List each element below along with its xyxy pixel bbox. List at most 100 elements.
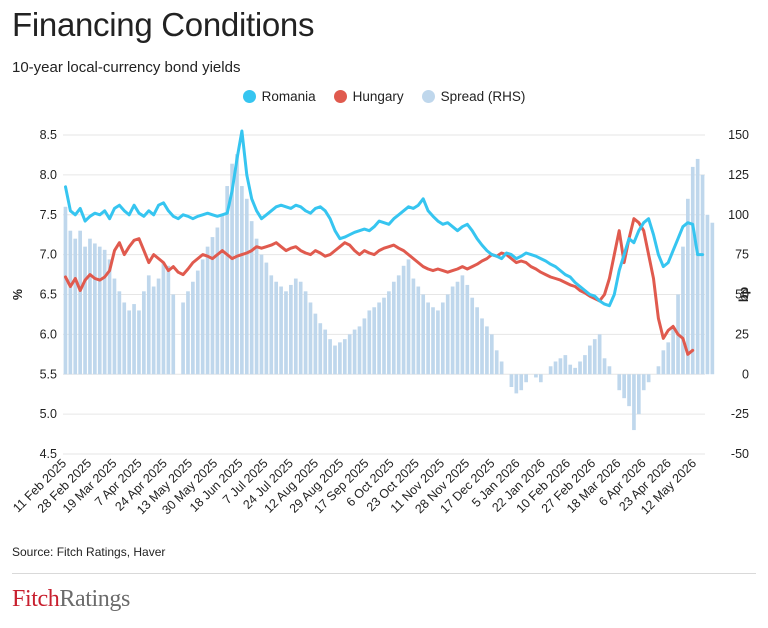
spread-bar — [607, 366, 612, 375]
spread-bar — [509, 374, 514, 388]
spread-bar — [352, 329, 357, 375]
y-tick-label: 6.5 — [40, 288, 57, 302]
spread-bar — [122, 302, 127, 375]
y2-tick-label: -50 — [731, 447, 749, 461]
spread-bar — [494, 350, 499, 375]
legend-item-spread[interactable]: Spread (RHS) — [421, 89, 525, 104]
spread-bar — [102, 249, 107, 375]
spread-bar — [107, 259, 112, 375]
spread-bar — [313, 313, 318, 375]
spread-bar — [485, 326, 489, 375]
y2-tick-label: 25 — [735, 327, 749, 341]
spread-bar — [431, 307, 435, 375]
spread-bar — [391, 281, 396, 375]
spread-bar — [166, 265, 171, 375]
spread-bar — [436, 310, 440, 375]
spread-bar — [563, 355, 568, 375]
chart-svg: 8.5 8.0 7.5 7.0 6.5 6.0 5.5 5.0 4.5 150 125 100 75 50… — [10, 128, 751, 517]
spread-bar — [220, 214, 225, 375]
spread-bar — [475, 307, 479, 375]
spread-bar — [382, 297, 386, 375]
spread-bar — [465, 284, 470, 375]
spread-bar — [661, 350, 666, 375]
spread-bar — [524, 374, 528, 383]
y2-tick-label: 0 — [742, 367, 749, 381]
spread-bar — [700, 174, 705, 375]
fitch-ratings-logo: FitchRatings — [12, 586, 130, 613]
spread-bar — [445, 294, 450, 375]
spread-bar — [568, 364, 573, 375]
spread-bar — [68, 230, 73, 375]
spread-bar — [666, 342, 671, 375]
spread-bar — [186, 291, 190, 375]
spread-bar — [617, 374, 622, 391]
y-axis-label: % — [11, 289, 25, 300]
spread-bar — [195, 270, 200, 375]
chart-title: Financing Conditions — [12, 6, 315, 43]
spread-bar — [289, 284, 293, 375]
legend-item-hungary[interactable]: Hungary — [333, 89, 404, 104]
legend-label-hungary: Hungary — [352, 89, 404, 104]
spread-bar — [646, 374, 651, 383]
spread-bar — [411, 278, 416, 375]
legend-label-romania: Romania — [261, 89, 316, 104]
spread-bar — [387, 291, 391, 375]
spread-bar — [602, 358, 607, 375]
spread-bar — [137, 310, 141, 375]
spread-bar — [83, 246, 87, 375]
footer-divider — [12, 573, 756, 574]
romania-line — [64, 129, 704, 308]
legend-swatch-hungary — [333, 90, 347, 103]
spread-bar — [401, 265, 406, 375]
legend-swatch-spread — [421, 90, 435, 103]
spread-bar — [627, 374, 631, 407]
spread-bar — [514, 374, 519, 394]
spread-bar — [686, 198, 690, 375]
spread-bar — [215, 227, 220, 375]
legend-item-romania[interactable]: Romania — [242, 89, 316, 104]
spread-bar — [210, 237, 215, 375]
spread-bar — [259, 254, 264, 375]
logo-part-2: Ratings — [59, 586, 130, 612]
spread-bar — [240, 186, 244, 375]
spread-bar — [328, 339, 332, 375]
y-tick-label: 5.5 — [40, 367, 57, 381]
spread-bar — [396, 275, 401, 375]
spread-bar — [156, 278, 161, 375]
legend: Romania Hungary Spread (RHS) — [0, 89, 768, 104]
spread-bar — [583, 355, 587, 375]
spread-bar — [440, 302, 445, 375]
spread-bar — [622, 374, 626, 399]
spread-bar — [279, 286, 283, 375]
y-tick-label: 8.0 — [40, 168, 57, 182]
spread-bar — [269, 275, 274, 375]
spread-bar — [558, 358, 563, 375]
y-tick-label: 8.5 — [40, 128, 57, 142]
spread-bar — [681, 246, 685, 375]
spread-bar — [470, 297, 475, 375]
spread-bar — [372, 307, 377, 375]
spread-bar — [637, 374, 641, 415]
spread-bar — [63, 206, 68, 375]
y2-tick-label: 50 — [735, 288, 749, 302]
spread-bar — [254, 238, 259, 375]
spread-bar — [127, 310, 131, 375]
spread-bar — [200, 259, 205, 375]
spread-bar — [705, 214, 710, 375]
spread-bar — [460, 275, 465, 375]
spread-bar — [338, 342, 342, 375]
spread-bar — [132, 304, 136, 375]
spread-bar — [323, 329, 328, 375]
spread-bar — [93, 243, 97, 375]
spread-bar — [191, 281, 195, 375]
y-tick-label: 7.0 — [40, 248, 57, 262]
spread-bar — [489, 334, 494, 375]
y-tick-label: 6.0 — [40, 327, 57, 341]
spread-bar — [480, 318, 484, 375]
y2-tick-label: 125 — [728, 168, 749, 182]
spread-bar — [303, 291, 308, 375]
spread-bar — [333, 345, 337, 375]
spread-bar — [450, 286, 455, 375]
spread-bar — [710, 222, 715, 375]
spread-bar — [151, 286, 156, 375]
